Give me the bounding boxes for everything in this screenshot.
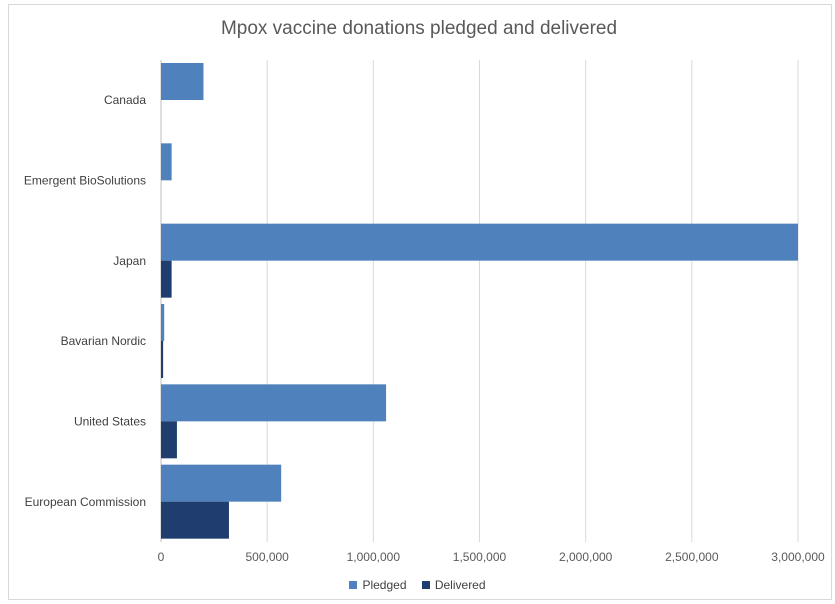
y-category-label: European Commission	[25, 495, 146, 509]
x-tick-label: 1,500,000	[453, 550, 507, 564]
y-category-label: United States	[74, 415, 146, 429]
legend-item-delivered: Delivered	[421, 578, 486, 592]
bar-pledged-emergent-biosolutions	[161, 143, 172, 181]
y-category-label: Emergent BioSolutions	[24, 174, 146, 188]
bar-pledged-european-commission	[161, 464, 282, 502]
chart-title: Mpox vaccine donations pledged and deliv…	[220, 18, 618, 39]
x-tick-label: 2,500,000	[665, 550, 719, 564]
x-tick-label: 3,000,000	[771, 550, 825, 564]
bar-delivered-bavarian-nordic	[161, 341, 164, 378]
y-category-label: Bavarian Nordic	[61, 334, 146, 348]
x-tick-label: 1,000,000	[347, 550, 401, 564]
bar-delivered-european-commission	[161, 501, 229, 539]
bar-pledged-japan	[161, 223, 798, 261]
x-tick-label: 2,000,000	[559, 550, 613, 564]
legend: Pledged Delivered	[0, 578, 835, 592]
bar-delivered-japan	[161, 260, 172, 298]
y-category-label: Japan	[113, 254, 146, 268]
legend-item-pledged: Pledged	[349, 578, 407, 592]
bar-pledged-canada	[161, 63, 204, 100]
bar-pledged-united-states	[161, 384, 387, 422]
chart-frame	[8, 4, 832, 600]
bar-pledged-bavarian-nordic	[161, 304, 165, 341]
bar-delivered-united-states	[161, 421, 177, 459]
legend-swatch-delivered	[421, 581, 430, 589]
legend-label-pledged: Pledged	[362, 578, 407, 592]
legend-label-delivered: Delivered	[434, 578, 486, 592]
x-tick-label: 0	[158, 550, 165, 564]
legend-swatch-pledged	[349, 581, 358, 589]
x-tick-label: 500,000	[245, 550, 289, 564]
y-category-label: Canada	[104, 93, 146, 107]
